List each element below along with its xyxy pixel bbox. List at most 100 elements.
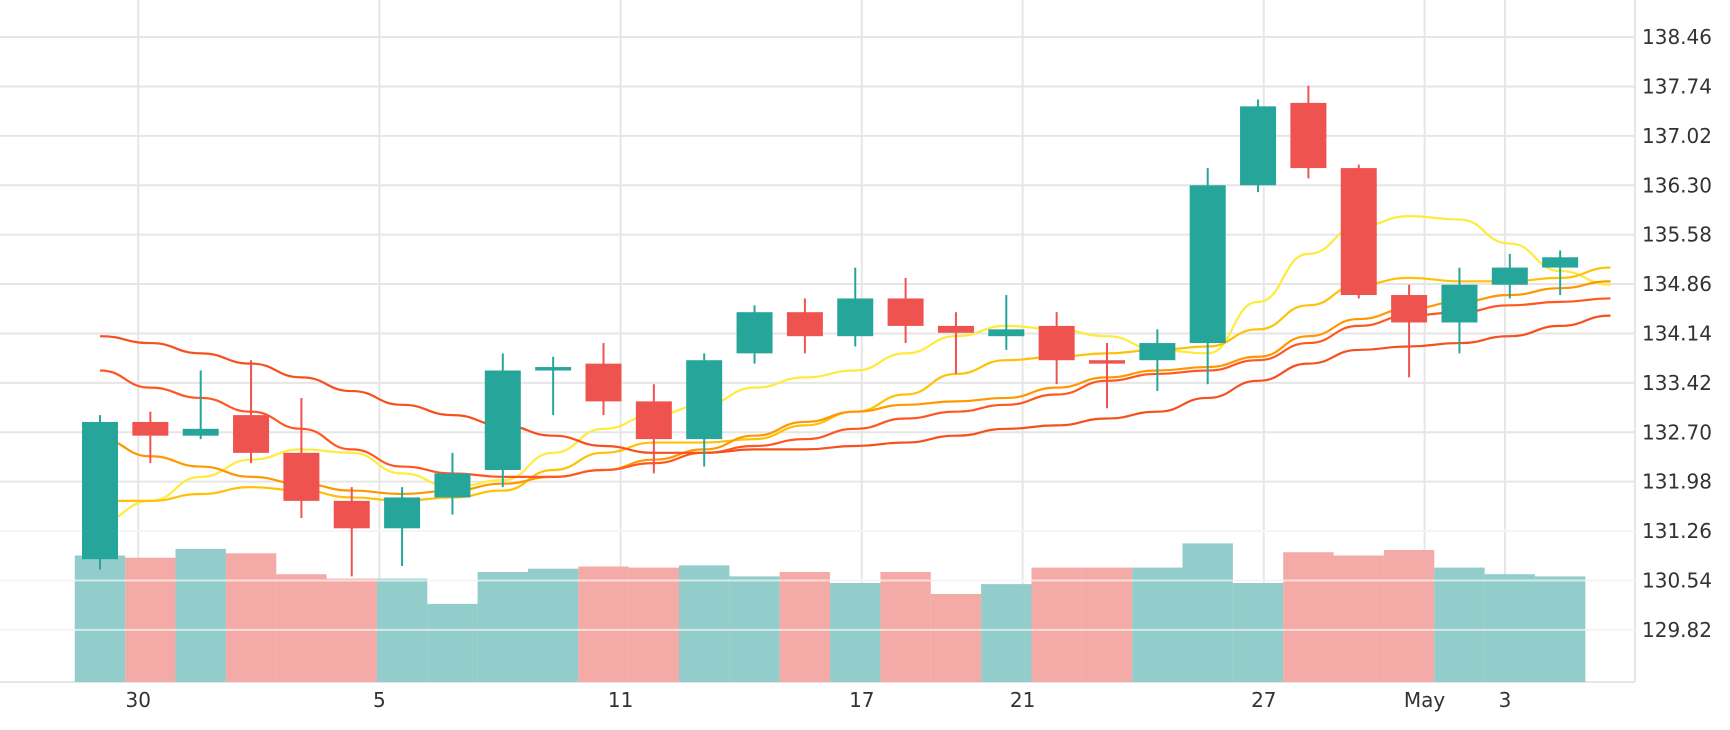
candle-body — [737, 312, 773, 353]
candle — [233, 360, 269, 463]
candle — [434, 453, 470, 515]
candle-body — [938, 326, 974, 333]
y-tick-label: 130.54 — [1642, 568, 1712, 592]
x-tick-label: 11 — [608, 688, 633, 712]
volume-bar — [931, 594, 981, 682]
candle — [535, 357, 571, 415]
candle-body — [837, 298, 873, 336]
candle-body — [485, 371, 521, 470]
moving-average-lines — [100, 216, 1611, 521]
candles — [82, 86, 1578, 577]
volume-bar — [176, 549, 226, 682]
candle-body — [1039, 326, 1075, 360]
volume-bar — [125, 558, 175, 682]
candle — [938, 312, 974, 374]
volume-bar — [1132, 568, 1182, 682]
x-tick-label: 21 — [1010, 688, 1035, 712]
x-tick-label: 27 — [1251, 688, 1276, 712]
candle-body — [1190, 185, 1226, 343]
candle — [1240, 99, 1276, 192]
volume-bar — [1485, 574, 1535, 682]
x-axis: 30511172127May39 — [125, 688, 1730, 712]
volume-bar — [1082, 568, 1132, 682]
candle — [1190, 168, 1226, 384]
candle — [183, 371, 219, 440]
y-tick-label: 132.70 — [1642, 420, 1712, 444]
candle-body — [283, 453, 319, 501]
x-tick-label: May — [1404, 688, 1446, 712]
volume-bar — [427, 604, 477, 682]
volume-bar — [226, 553, 276, 682]
volume-bar — [578, 567, 628, 683]
candle-body — [434, 473, 470, 497]
candle-body — [183, 429, 219, 436]
volume-bar — [1233, 583, 1283, 682]
volume-bar — [780, 572, 830, 682]
volume-bar — [830, 583, 880, 682]
candle — [1039, 312, 1075, 384]
y-tick-label: 133.42 — [1642, 371, 1712, 395]
candle-body — [686, 360, 722, 439]
y-tick-label: 134.14 — [1642, 321, 1712, 345]
x-tick-label: 30 — [125, 688, 150, 712]
volume-bar — [1183, 543, 1233, 682]
candle — [586, 343, 622, 415]
candle-body — [535, 367, 571, 370]
candle-body — [1492, 268, 1528, 285]
candle — [837, 268, 873, 347]
volume-bar — [679, 565, 729, 682]
y-tick-label: 135.58 — [1642, 223, 1712, 247]
y-tick-label: 138.46 — [1642, 25, 1712, 49]
x-tick-label: 3 — [1499, 688, 1512, 712]
volume-bar — [1384, 550, 1434, 682]
candle-body — [1441, 285, 1477, 323]
candle-body — [1139, 343, 1175, 360]
candle-body — [1089, 360, 1125, 363]
x-tick-label: 5 — [373, 688, 386, 712]
candle-body — [988, 329, 1024, 336]
candle — [384, 487, 420, 566]
volume-bar — [528, 569, 578, 682]
candle — [1139, 329, 1175, 391]
y-tick-label: 129.82 — [1642, 618, 1712, 642]
candle-body — [1542, 257, 1578, 267]
candle — [737, 305, 773, 363]
volume-bar — [629, 568, 679, 682]
candle — [1290, 86, 1326, 179]
volume-bar — [1283, 552, 1333, 682]
candle-body — [1240, 106, 1276, 185]
y-axis: 129.82 130.54 131.26 131.98 132.70 133.42 134.… — [1642, 25, 1712, 642]
volume-bars — [0, 531, 1635, 682]
candle-body — [787, 312, 823, 336]
candle — [787, 298, 823, 353]
candle-body — [334, 501, 370, 528]
candle-body — [132, 422, 168, 436]
candle — [283, 398, 319, 518]
ma-line — [100, 216, 1611, 521]
x-tick-label: 17 — [849, 688, 874, 712]
candle — [485, 353, 521, 487]
volume-bar — [880, 572, 930, 682]
y-tick-label: 131.26 — [1642, 519, 1712, 543]
candle-body — [1391, 295, 1427, 322]
y-tick-label: 134.86 — [1642, 272, 1712, 296]
candle-body — [233, 415, 269, 453]
candle-body — [888, 298, 924, 325]
candle — [1492, 254, 1528, 299]
volume-bar — [1434, 568, 1484, 682]
volume-bar — [478, 572, 528, 682]
volume-bar — [276, 574, 326, 682]
volume-bar — [981, 584, 1031, 682]
candle-body — [636, 401, 672, 439]
candle-body — [1290, 103, 1326, 168]
candle — [1391, 285, 1427, 378]
candle — [988, 295, 1024, 350]
candle-body — [384, 497, 420, 528]
y-tick-label: 131.98 — [1642, 470, 1712, 494]
candle-body — [586, 364, 622, 402]
volume-bar — [1031, 568, 1081, 682]
y-tick-label: 136.30 — [1642, 173, 1712, 197]
candle-body — [82, 422, 118, 559]
